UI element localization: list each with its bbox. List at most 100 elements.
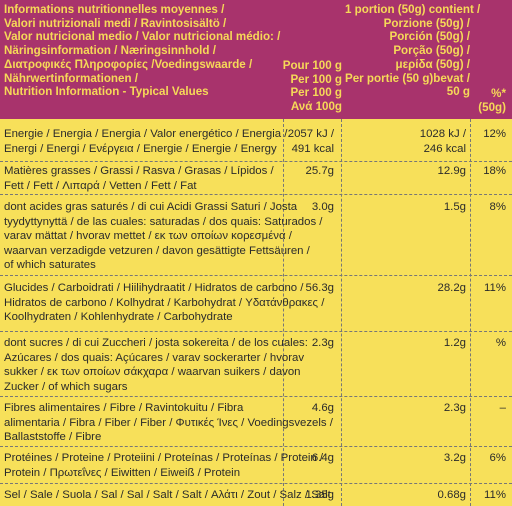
table-header: Informations nutritionnelles moyennes / … [0, 0, 512, 119]
header-serving-cell: 1 portion (50g) contient / Porzione (50g… [345, 3, 481, 99]
row-label: Fibres alimentaires / Fibre / Ravintokui… [4, 401, 333, 445]
row-label-line: Energi / Energi / Ενέργεια / Energie / E… [4, 142, 277, 155]
per100-value-line: 6.4g [311, 452, 334, 464]
per100-value: 2.3g [285, 336, 334, 351]
row-label-line: Ballaststoffe / Fibre [4, 431, 102, 443]
serving-value-line: 1.5g [443, 201, 466, 213]
row-label-line: sukker / εκ των οποίων σάκχαρα / waarvan… [4, 366, 301, 378]
per100-value-line: 4.6g [311, 402, 334, 414]
per100-value: 6.4g [285, 451, 334, 466]
serving-value: 28.2g [343, 281, 466, 296]
serving-value: 1.2g [343, 336, 466, 351]
percent-value: 6% [489, 452, 506, 464]
row-label-line: Glucides / Carboidrati / Hiilihydraatit … [4, 282, 304, 294]
row-label: Matières grasses / Grassi / Rasva / Gras… [4, 164, 282, 193]
header-serving-line: 1 portion (50g) contient / [345, 3, 481, 16]
serving-value-line: 12.9g [437, 165, 466, 177]
row-label-line: Koolhydraten / Kohlenhydrate / Carbohydr… [4, 311, 233, 323]
serving-value-line: 246 kcal [423, 142, 466, 155]
percent-value: – [499, 402, 506, 414]
per100-value-line: 56.3g [305, 282, 334, 294]
serving-value: 2.3g [343, 401, 466, 416]
row-label-line: Hidratos de carbono / Kolhydrat / Karboh… [4, 296, 325, 309]
serving-value-line: 3.2g [443, 452, 466, 464]
row-label-line: Matières grasses / Grassi / Rasva / Gras… [4, 165, 274, 177]
header-serving-line: Per portie (50 g)bevat / [345, 71, 470, 85]
per100-value-line: 2057 kJ / [287, 128, 334, 140]
header-label-line: Näringsinformation / Næringsinnhold / [4, 44, 216, 58]
per100-value-line: 491 kcal [291, 142, 334, 155]
header-per100-line: Ανά 100g [290, 100, 342, 114]
header-label-line: Διατροφικές Πληροφορίες /Voedingswaarde … [4, 57, 253, 71]
header-serving-line: Porzione (50g) / [383, 16, 470, 30]
serving-value-line: 28.2g [437, 282, 466, 294]
per100-value-line: 2.3g [311, 337, 334, 349]
row-label: Protéines / Proteine / Proteiini / Prote… [4, 451, 323, 480]
row-label-line: tyydyttynyttä / de las cuales: saturadas… [4, 215, 323, 228]
per100-value-line: 25.7g [305, 165, 334, 177]
percent-value: 8% [489, 201, 506, 213]
row-divider [0, 446, 512, 447]
row-label-line: alimentaria / Fibra / Fiber / Fiber / Φυ… [4, 416, 333, 429]
serving-value-line: 2.3g [443, 402, 466, 414]
serving-value: 0.68g [343, 488, 466, 503]
header-label-line: Valori nutrizionali medi / Ravintosisält… [4, 16, 227, 30]
header-per100-line: Pour 100 g [282, 59, 342, 72]
percent-value: 18% [483, 165, 506, 177]
header-serving-line: μερίδα (50g) / [395, 57, 470, 71]
per100-value: 25.7g [285, 164, 334, 179]
row-label-line: Sel / Sale / Suola / Sal / Sal / Salt / … [4, 489, 331, 501]
row-label-line: Protein / Πρωτεΐνες / Eiwitten / Eiweiß … [4, 466, 241, 479]
per100-value: 56.3g [285, 281, 334, 296]
column-divider [283, 119, 284, 506]
serving-value-line: 0.68g [437, 489, 466, 501]
row-label: dont sucres / di cui Zuccheri / josta so… [4, 336, 308, 394]
header-per100-cell: Pour 100 g Per 100 g Per 100 g Ανά 100g [244, 59, 342, 114]
percent-value: 11% [484, 282, 506, 294]
serving-value-line: 1.2g [443, 337, 466, 349]
header-percent-line: %* [491, 87, 506, 100]
header-per100-line: Per 100 g [290, 72, 342, 86]
header-serving-line: Porción (50g) / [389, 30, 470, 44]
row-divider [0, 194, 512, 195]
percent-value: 12% [483, 128, 506, 140]
row-divider [0, 331, 512, 332]
header-label-line: Nährwertinformationen / [4, 71, 138, 85]
serving-value: 1.5g [343, 200, 466, 215]
serving-value: 12.9g [343, 164, 466, 179]
row-label-line: Fett / Fett / Λιπαρά / Vetten / Fett / F… [4, 179, 197, 192]
header-label-line: Informations nutritionnelles moyennes / [4, 3, 225, 16]
header-per100-line: Per 100 g [290, 86, 342, 100]
row-label: Energie / Energia / Energia / Valor ener… [4, 127, 288, 156]
row-label-line: Energie / Energia / Energia / Valor ener… [4, 128, 288, 140]
row-label-line: Zucker / of which sugars [4, 380, 128, 393]
header-label-cell: Informations nutritionnelles moyennes / … [4, 3, 284, 99]
row-divider [0, 483, 512, 484]
per100-value: 4.6g [285, 401, 334, 416]
row-divider [0, 396, 512, 397]
per100-value: 1.35g [285, 488, 334, 503]
row-label: Sel / Sale / Suola / Sal / Sal / Salt / … [4, 488, 331, 503]
row-label-line: varav mättat / hvorav mettet / εκ των οπ… [4, 230, 292, 242]
per100-value: 3.0g [285, 200, 334, 215]
header-label-line: Nutrition Information - Typical Values [4, 85, 209, 99]
row-divider [0, 161, 512, 162]
row-label-line: waarvan verzadigde vetzuren / davon gesä… [4, 244, 310, 257]
serving-value-line: 1028 kJ / [419, 128, 466, 140]
row-label: dont acides gras saturés / di cui Acidi … [4, 200, 323, 273]
per100-value: 2057 kJ / 491 kcal [285, 127, 334, 156]
percent-value: % [495, 337, 506, 349]
header-label-line: Valor nutricional medio / Valor nutricio… [4, 30, 281, 44]
row-label-line: dont sucres / di cui Zuccheri / josta so… [4, 337, 308, 349]
column-divider [341, 119, 342, 506]
column-divider [470, 119, 471, 506]
header-percent-line: (50g) [478, 100, 506, 114]
per100-value-line: 3.0g [311, 201, 334, 213]
row-label: Glucides / Carboidrati / Hiilihydraatit … [4, 281, 325, 325]
serving-value: 3.2g [343, 451, 466, 466]
header-serving-line: 50 g [446, 85, 470, 99]
percent-value: 11% [484, 489, 506, 501]
row-divider [0, 275, 512, 276]
row-label-line: of which saturates [4, 259, 96, 271]
